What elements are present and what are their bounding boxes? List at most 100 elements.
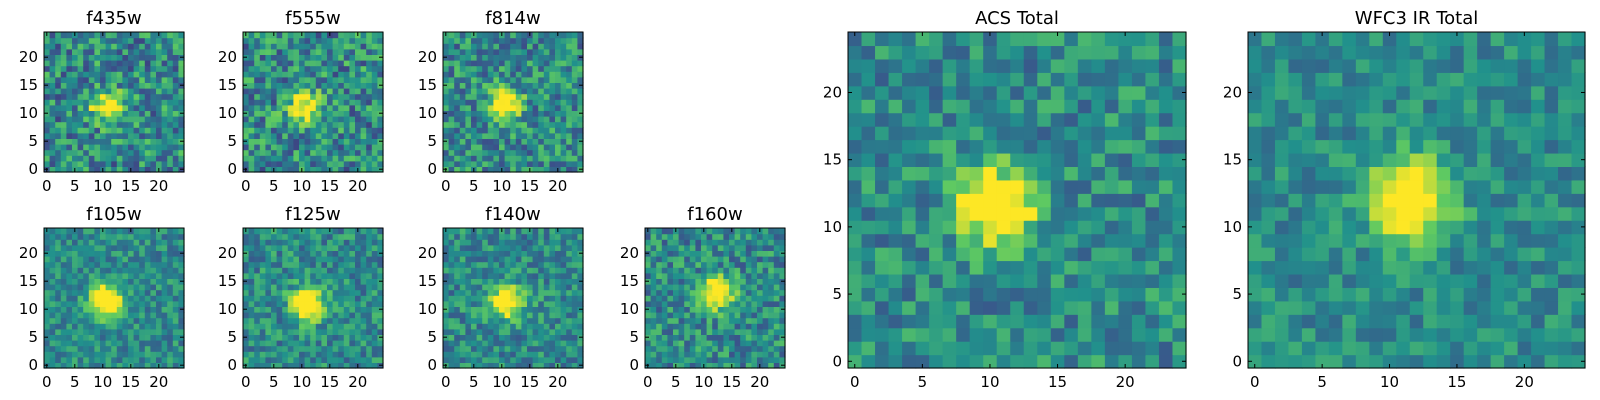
heatmap-cell	[254, 155, 261, 162]
heatmap-cell	[532, 132, 539, 139]
heatmap-cell	[144, 99, 151, 106]
heatmap-cell	[499, 317, 506, 324]
heatmap-cell	[571, 127, 578, 134]
heatmap-cell	[482, 82, 489, 89]
heatmap-cell	[465, 284, 472, 291]
heatmap-cell	[527, 82, 534, 89]
heatmap-cell	[293, 356, 300, 363]
heatmap-cell	[259, 328, 266, 335]
heatmap-cell	[645, 356, 652, 363]
heatmap-cell	[740, 256, 747, 263]
heatmap-cell	[315, 32, 322, 39]
heatmap-cell	[499, 149, 506, 156]
heatmap-cell	[161, 116, 168, 123]
heatmap-cell	[757, 261, 764, 268]
heatmap-cell	[443, 149, 450, 156]
heatmap-cell	[248, 244, 255, 251]
heatmap-cell	[60, 127, 67, 134]
heatmap-cell	[448, 43, 455, 50]
heatmap-cell	[338, 43, 345, 50]
heatmap-cell	[66, 306, 73, 313]
heatmap-cell	[454, 362, 461, 369]
heatmap-cell	[482, 138, 489, 145]
heatmap-cell	[55, 323, 62, 330]
heatmap-cell	[161, 244, 168, 251]
heatmap-cell	[315, 54, 322, 61]
heatmap-cell	[315, 267, 322, 274]
heatmap-cell	[499, 323, 506, 330]
heatmap-cell	[243, 155, 250, 162]
heatmap-cell	[259, 116, 266, 123]
heatmap-cell	[259, 323, 266, 330]
heatmap-cell	[243, 267, 250, 274]
heatmap-cell	[60, 244, 67, 251]
heatmap-cell	[254, 99, 261, 106]
heatmap-cell	[349, 155, 356, 162]
heatmap-cell	[248, 312, 255, 319]
heatmap-cell	[243, 312, 250, 319]
heatmap-cell	[55, 267, 62, 274]
heatmap-cell	[276, 104, 283, 111]
heatmap-cell	[49, 54, 56, 61]
heatmap-cell	[144, 356, 151, 363]
heatmap-cell	[55, 76, 62, 83]
heatmap-cell	[111, 362, 118, 369]
heatmap-cell	[343, 76, 350, 83]
heatmap-cell	[549, 328, 556, 335]
axes-frame	[43, 31, 185, 173]
heatmap-cell	[448, 132, 455, 139]
heatmap-cell	[116, 65, 123, 72]
heatmap-cell	[471, 334, 478, 341]
heatmap-cell	[133, 65, 140, 72]
heatmap-cell	[310, 351, 317, 358]
heatmap-cell	[543, 272, 550, 279]
heatmap-cell	[773, 239, 780, 246]
heatmap-cell	[751, 334, 758, 341]
heatmap-cell	[996, 260, 1011, 275]
heatmap-cell	[105, 116, 112, 123]
heatmap-cell	[504, 54, 511, 61]
heatmap-cell	[161, 233, 168, 240]
heatmap-cell	[105, 250, 112, 257]
heatmap-cell	[504, 132, 511, 139]
heatmap-cell	[282, 104, 289, 111]
heatmap-cell	[321, 65, 328, 72]
heatmap-cell	[527, 160, 534, 167]
heatmap-cells	[243, 32, 384, 173]
heatmap-cell	[77, 104, 84, 111]
heatmap-cell	[60, 300, 67, 307]
heatmap-cell	[287, 82, 294, 89]
heatmap-cell	[94, 306, 101, 313]
heatmap-cell	[875, 193, 890, 208]
heatmap-cell	[265, 278, 272, 285]
heatmap-cell	[476, 43, 483, 50]
heatmap-cell	[454, 54, 461, 61]
heatmap-cell	[366, 351, 373, 358]
heatmap-cell	[465, 351, 472, 358]
heatmap-cell	[88, 356, 95, 363]
heatmap-cell	[549, 76, 556, 83]
heatmap-cell	[650, 312, 657, 319]
heatmap-cell	[678, 345, 685, 352]
heatmap-cell	[271, 132, 278, 139]
heatmap-cell	[454, 323, 461, 330]
heatmap-cell	[571, 43, 578, 50]
heatmap-cell	[459, 76, 466, 83]
heatmap-cell	[476, 356, 483, 363]
heatmap-cell	[304, 306, 311, 313]
heatmap-cell	[321, 82, 328, 89]
heatmap-cell	[1158, 220, 1174, 235]
heatmap-cell	[448, 32, 455, 39]
heatmap-cell	[757, 233, 764, 240]
heatmap-cell	[712, 345, 719, 352]
heatmap-cell	[465, 71, 472, 78]
heatmap-cell	[577, 127, 584, 134]
heatmap-cell	[515, 334, 522, 341]
heatmap-cell	[60, 166, 67, 173]
heatmap-cell	[1077, 273, 1092, 288]
heatmap-cell	[248, 116, 255, 123]
heatmap-cell	[332, 261, 339, 268]
heatmap-cell	[338, 233, 345, 240]
heatmap-cell	[723, 284, 730, 291]
